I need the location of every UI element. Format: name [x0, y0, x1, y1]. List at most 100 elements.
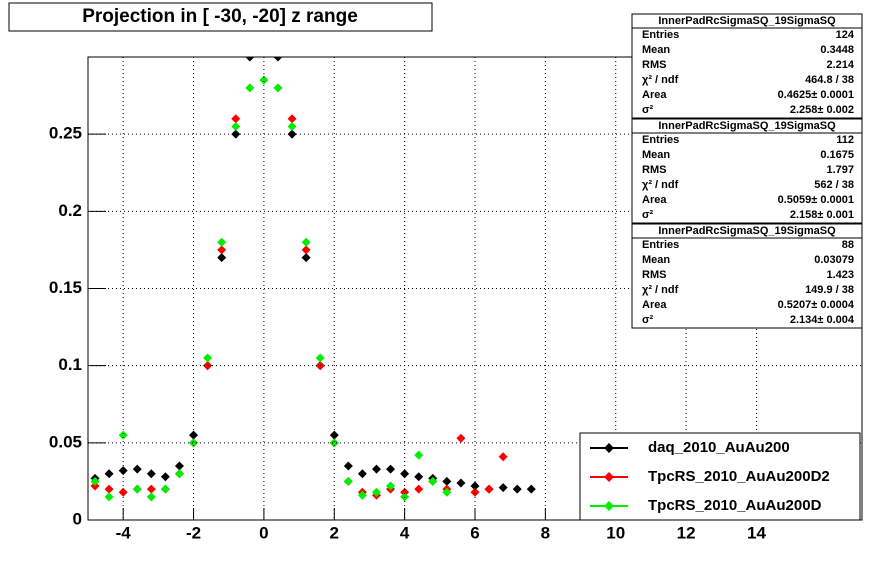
- marker: [160, 484, 170, 494]
- x-tick-label: 2: [330, 523, 339, 542]
- stats-value: 464.8 / 38: [805, 74, 854, 86]
- marker: [343, 476, 353, 486]
- stats-value: 1.797: [826, 164, 854, 176]
- marker: [456, 478, 466, 488]
- x-tick-label: 14: [747, 523, 766, 542]
- stats-box: [631, 13, 863, 119]
- marker: [132, 464, 142, 474]
- marker: [357, 469, 367, 479]
- marker: [174, 461, 184, 471]
- marker: [90, 476, 100, 486]
- marker: [104, 484, 114, 494]
- x-tick-label: 12: [677, 523, 696, 542]
- title-box: [8, 2, 433, 32]
- marker: [414, 484, 424, 494]
- marker: [287, 114, 297, 124]
- marker: [273, 57, 283, 62]
- stats-value: 0.5207± 0.0004: [778, 299, 855, 311]
- legend-marker: [604, 472, 614, 482]
- marker: [315, 353, 325, 363]
- stats-value: 2.258± 0.002: [790, 104, 854, 116]
- stats-label: Mean: [642, 44, 670, 56]
- chart-title: Projection in [ -30, -20] z range: [82, 6, 358, 27]
- marker: [526, 484, 536, 494]
- marker: [428, 476, 438, 486]
- stats-label: Area: [642, 194, 667, 206]
- stats-value: 124: [836, 29, 855, 41]
- stats-value: 112: [836, 134, 854, 146]
- marker: [400, 487, 410, 497]
- legend-marker: [604, 501, 614, 511]
- stats-label: RMS: [642, 164, 666, 176]
- y-tick-label: 0.2: [58, 201, 82, 220]
- marker: [470, 487, 480, 497]
- marker: [245, 83, 255, 93]
- stats-value: 562 / 38: [814, 179, 854, 191]
- legend-marker: [604, 443, 614, 453]
- x-tick-label: 4: [400, 523, 410, 542]
- marker: [371, 487, 381, 497]
- stats-value: 149.9 / 38: [805, 284, 854, 296]
- x-tick-label: 8: [541, 523, 550, 542]
- x-tick-label: -2: [186, 523, 201, 542]
- marker: [343, 461, 353, 471]
- marker: [132, 484, 142, 494]
- marker: [104, 469, 114, 479]
- stats-value: 0.5059± 0.0001: [778, 194, 854, 206]
- stats-value: 0.3448: [820, 44, 854, 56]
- marker: [456, 433, 466, 443]
- marker: [104, 492, 114, 502]
- stats-box: [631, 223, 863, 329]
- marker: [301, 253, 311, 263]
- y-tick-label: 0.05: [49, 432, 82, 451]
- stats-value: 2.158± 0.001: [790, 209, 854, 221]
- marker: [245, 57, 255, 62]
- marker: [146, 469, 156, 479]
- stats-label: χ² / ndf: [642, 179, 679, 191]
- marker: [203, 353, 213, 363]
- marker: [231, 121, 241, 131]
- marker: [386, 464, 396, 474]
- y-tick-label: 0.1: [58, 355, 82, 374]
- y-tick-label: 0: [73, 509, 82, 528]
- stats-label: σ²: [642, 209, 654, 221]
- marker: [400, 492, 410, 502]
- marker: [231, 129, 241, 139]
- y-tick-label: 0.25: [49, 124, 82, 143]
- marker: [414, 472, 424, 482]
- marker: [146, 492, 156, 502]
- stats-title: InnerPadRcSigmaSQ_19SigmaSQ: [658, 225, 836, 237]
- marker: [118, 487, 128, 497]
- marker: [484, 484, 494, 494]
- stats-label: Entries: [642, 239, 679, 251]
- stats-label: χ² / ndf: [642, 284, 679, 296]
- stats-value: 0.03079: [814, 254, 854, 266]
- marker: [287, 121, 297, 131]
- stats-value: 2.134± 0.004: [790, 314, 855, 326]
- stats-title: InnerPadRcSigmaSQ_19SigmaSQ: [658, 15, 836, 27]
- stats-label: Mean: [642, 149, 670, 161]
- legend-label: daq_2010_AuAu200: [648, 439, 790, 456]
- marker: [371, 464, 381, 474]
- marker: [259, 75, 269, 85]
- legend-label: TpcRS_2010_AuAu200D2: [648, 468, 830, 485]
- stats-value: 1.423: [826, 269, 854, 281]
- stats-label: χ² / ndf: [642, 74, 679, 86]
- stats-label: Entries: [642, 29, 679, 41]
- marker: [118, 466, 128, 476]
- stats-box: [631, 118, 863, 224]
- marker: [189, 438, 199, 448]
- marker: [146, 484, 156, 494]
- marker: [189, 430, 199, 440]
- marker: [329, 430, 339, 440]
- stats-label: Area: [642, 89, 667, 101]
- marker: [442, 476, 452, 486]
- stats-value: 2.214: [826, 59, 854, 71]
- marker: [245, 37, 254, 46]
- marker: [301, 245, 311, 255]
- marker: [174, 469, 184, 479]
- stats-label: Area: [642, 299, 667, 311]
- marker: [512, 484, 522, 494]
